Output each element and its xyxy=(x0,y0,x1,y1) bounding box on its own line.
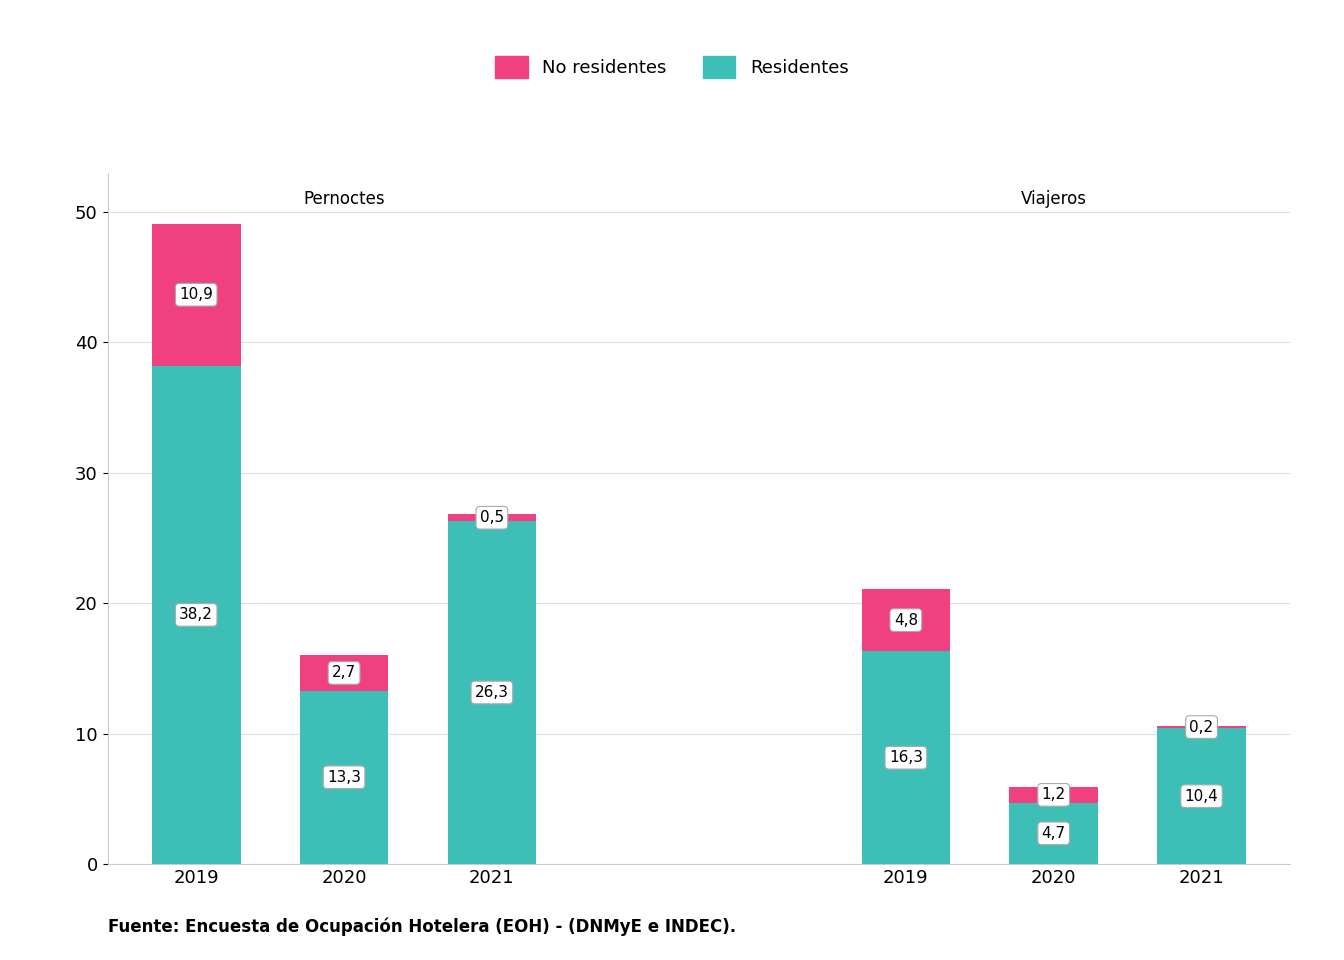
Text: Viajeros: Viajeros xyxy=(1020,190,1087,208)
Text: 13,3: 13,3 xyxy=(327,770,362,784)
Text: 16,3: 16,3 xyxy=(888,750,923,765)
Text: Pernoctes: Pernoctes xyxy=(304,190,384,208)
Bar xyxy=(862,652,950,864)
Text: 10,9: 10,9 xyxy=(179,287,214,302)
Text: 0,5: 0,5 xyxy=(480,511,504,525)
Text: 38,2: 38,2 xyxy=(179,608,214,622)
Text: 1,2: 1,2 xyxy=(1042,787,1066,803)
Bar xyxy=(862,588,950,652)
Text: 26,3: 26,3 xyxy=(474,685,509,700)
Text: 2,7: 2,7 xyxy=(332,665,356,681)
Bar xyxy=(152,224,241,366)
Text: 10,4: 10,4 xyxy=(1184,789,1219,804)
Bar xyxy=(300,690,388,864)
Bar xyxy=(448,515,536,521)
Bar xyxy=(1157,729,1246,864)
Bar xyxy=(448,521,536,864)
Bar xyxy=(152,366,241,864)
Text: 4,7: 4,7 xyxy=(1042,826,1066,841)
Text: Fuente: Encuesta de Ocupación Hotelera (EOH) - (DNMyE e INDEC).: Fuente: Encuesta de Ocupación Hotelera (… xyxy=(108,918,735,936)
Bar xyxy=(1009,787,1098,803)
Text: 0,2: 0,2 xyxy=(1189,720,1214,734)
Bar xyxy=(300,656,388,690)
Bar xyxy=(1157,726,1246,729)
Legend: No residentes, Residentes: No residentes, Residentes xyxy=(487,47,857,87)
Text: 4,8: 4,8 xyxy=(894,612,918,628)
Bar xyxy=(1009,803,1098,864)
